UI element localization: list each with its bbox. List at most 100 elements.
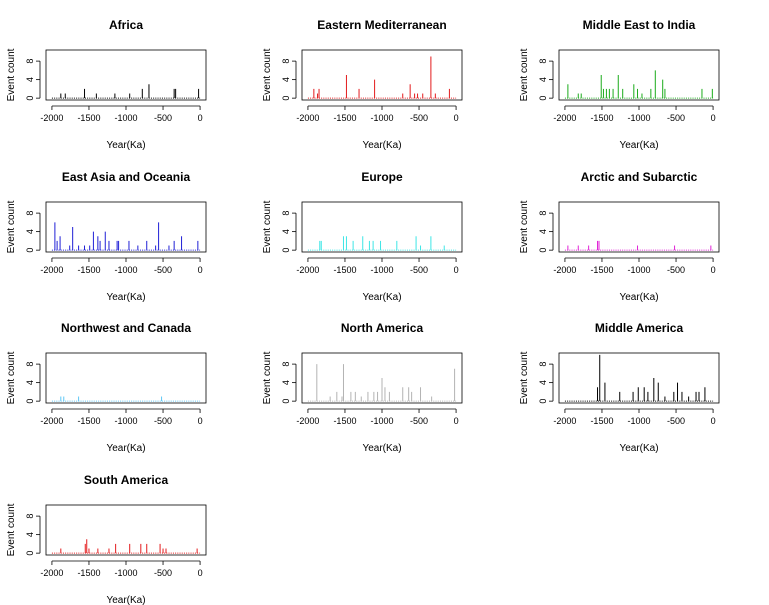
panel-title: North America — [341, 321, 424, 335]
y-tick-label: 8 — [25, 514, 35, 519]
x-tick-label: -500 — [667, 113, 685, 123]
y-tick-label: 8 — [281, 211, 291, 216]
y-tick-label: 8 — [538, 59, 548, 64]
x-axis-label: Year(Ka) — [619, 443, 658, 454]
x-tick-label: -500 — [667, 416, 685, 426]
y-axis-label: Event count — [6, 503, 17, 556]
x-tick-label: 0 — [198, 568, 203, 578]
x-tick-label: 0 — [198, 113, 203, 123]
x-tick-label: 0 — [198, 416, 203, 426]
panel-title: Middle East to India — [583, 18, 696, 32]
x-tick-label: 0 — [454, 416, 459, 426]
x-axis-label: Year(Ka) — [619, 140, 658, 151]
panel-arctic-and-subarctic: Arctic and Subarctic -2000 -1500 -1000 -500 0… — [519, 170, 720, 303]
y-tick-label: 4 — [538, 229, 548, 234]
x-tick-label: -1000 — [627, 113, 650, 123]
panel-title: Middle America — [595, 321, 684, 335]
panel-middle-east-to-india: Middle East to India -2000 -1500 -1000 -500 0… — [519, 18, 720, 151]
panel-south-america: South America -2000 -1500 -1000 -500 0 Year(Ka… — [6, 473, 207, 605]
y-tick-label: 4 — [538, 77, 548, 82]
y-tick-label: 4 — [281, 380, 291, 385]
x-tick-label: -500 — [410, 416, 428, 426]
x-tick-label: -1000 — [114, 113, 137, 123]
x-axis-label: Year(Ka) — [106, 595, 145, 605]
x-tick-label: -2000 — [553, 416, 576, 426]
plot-frame — [301, 352, 463, 404]
panel-africa: Africa -2000 -1500 -1000 -500 0 Year(Ka) 0 4 8 Eve… — [6, 18, 207, 151]
y-tick-label: 4 — [25, 229, 35, 234]
x-tick-label: -1000 — [627, 416, 650, 426]
y-tick-label: 8 — [281, 59, 291, 64]
x-tick-label: 0 — [711, 113, 716, 123]
plot-frame — [45, 201, 207, 253]
x-tick-label: -500 — [667, 265, 685, 275]
panel-title: South America — [84, 473, 169, 487]
y-tick-label: 0 — [281, 399, 291, 404]
x-tick-label: -1000 — [370, 416, 393, 426]
x-tick-label: -1500 — [333, 113, 356, 123]
x-tick-label: -1500 — [333, 265, 356, 275]
y-tick-label: 4 — [538, 380, 548, 385]
x-tick-label: -2000 — [40, 416, 63, 426]
panel-middle-america: Middle America -2000 -1500 -1000 -500 0 Year(K… — [519, 321, 720, 454]
panel-title: Eastern Mediterranean — [317, 18, 446, 32]
y-tick-label: 0 — [281, 96, 291, 101]
x-tick-label: 0 — [198, 265, 203, 275]
y-tick-label: 8 — [25, 59, 35, 64]
x-tick-label: -500 — [410, 265, 428, 275]
y-axis-label: Event count — [262, 48, 273, 101]
x-axis-label: Year(Ka) — [619, 292, 658, 303]
x-tick-label: -1500 — [77, 113, 100, 123]
x-tick-label: 0 — [711, 265, 716, 275]
plot-frame — [301, 49, 463, 101]
x-tick-label: -1500 — [333, 416, 356, 426]
panel-north-america: North America -2000 -1500 -1000 -500 0 Year(Ka… — [262, 321, 463, 454]
x-tick-label: -1000 — [114, 568, 137, 578]
y-axis-label: Event count — [262, 200, 273, 253]
y-tick-label: 4 — [281, 77, 291, 82]
panel-title: Arctic and Subarctic — [581, 170, 698, 184]
y-tick-label: 0 — [538, 96, 548, 101]
y-tick-label: 0 — [281, 248, 291, 253]
panel-east-asia-and-oceania: East Asia and Oceania -2000 -1500 -1000 -500… — [6, 170, 207, 303]
y-tick-label: 4 — [281, 229, 291, 234]
y-tick-label: 4 — [25, 380, 35, 385]
x-axis-label: Year(Ka) — [362, 140, 401, 151]
panel-eastern-mediterranean: Eastern Mediterranean -2000 -1500 -1000 -500… — [262, 18, 463, 151]
plot-frame — [558, 49, 720, 101]
x-tick-label: -2000 — [40, 265, 63, 275]
y-axis-label: Event count — [6, 351, 17, 404]
y-tick-label: 0 — [25, 96, 35, 101]
y-tick-label: 8 — [538, 211, 548, 216]
y-tick-label: 0 — [25, 248, 35, 253]
x-tick-label: -500 — [410, 113, 428, 123]
x-tick-label: -2000 — [296, 416, 319, 426]
y-axis-label: Event count — [519, 48, 530, 101]
plot-frame — [558, 352, 720, 404]
y-tick-label: 0 — [25, 399, 35, 404]
plot-frame — [45, 352, 207, 404]
y-tick-label: 0 — [538, 248, 548, 253]
x-axis-label: Year(Ka) — [106, 443, 145, 454]
x-axis-label: Year(Ka) — [362, 443, 401, 454]
x-tick-label: -500 — [154, 416, 172, 426]
panel-title: Europe — [361, 170, 403, 184]
y-tick-label: 0 — [25, 551, 35, 556]
y-tick-label: 8 — [25, 362, 35, 367]
y-axis-label: Event count — [262, 351, 273, 404]
x-tick-label: -1000 — [370, 265, 393, 275]
plot-frame — [558, 201, 720, 253]
y-tick-label: 8 — [281, 362, 291, 367]
x-tick-label: -1500 — [590, 265, 613, 275]
x-tick-label: 0 — [711, 416, 716, 426]
x-tick-label: -2000 — [40, 113, 63, 123]
x-tick-label: -1500 — [77, 265, 100, 275]
panel-title: East Asia and Oceania — [62, 170, 191, 184]
plot-frame — [45, 49, 207, 101]
x-tick-label: -1500 — [590, 416, 613, 426]
x-tick-label: -1000 — [114, 265, 137, 275]
x-tick-label: -1000 — [114, 416, 137, 426]
x-tick-label: -2000 — [40, 568, 63, 578]
x-tick-label: -2000 — [296, 265, 319, 275]
x-tick-label: -500 — [154, 113, 172, 123]
